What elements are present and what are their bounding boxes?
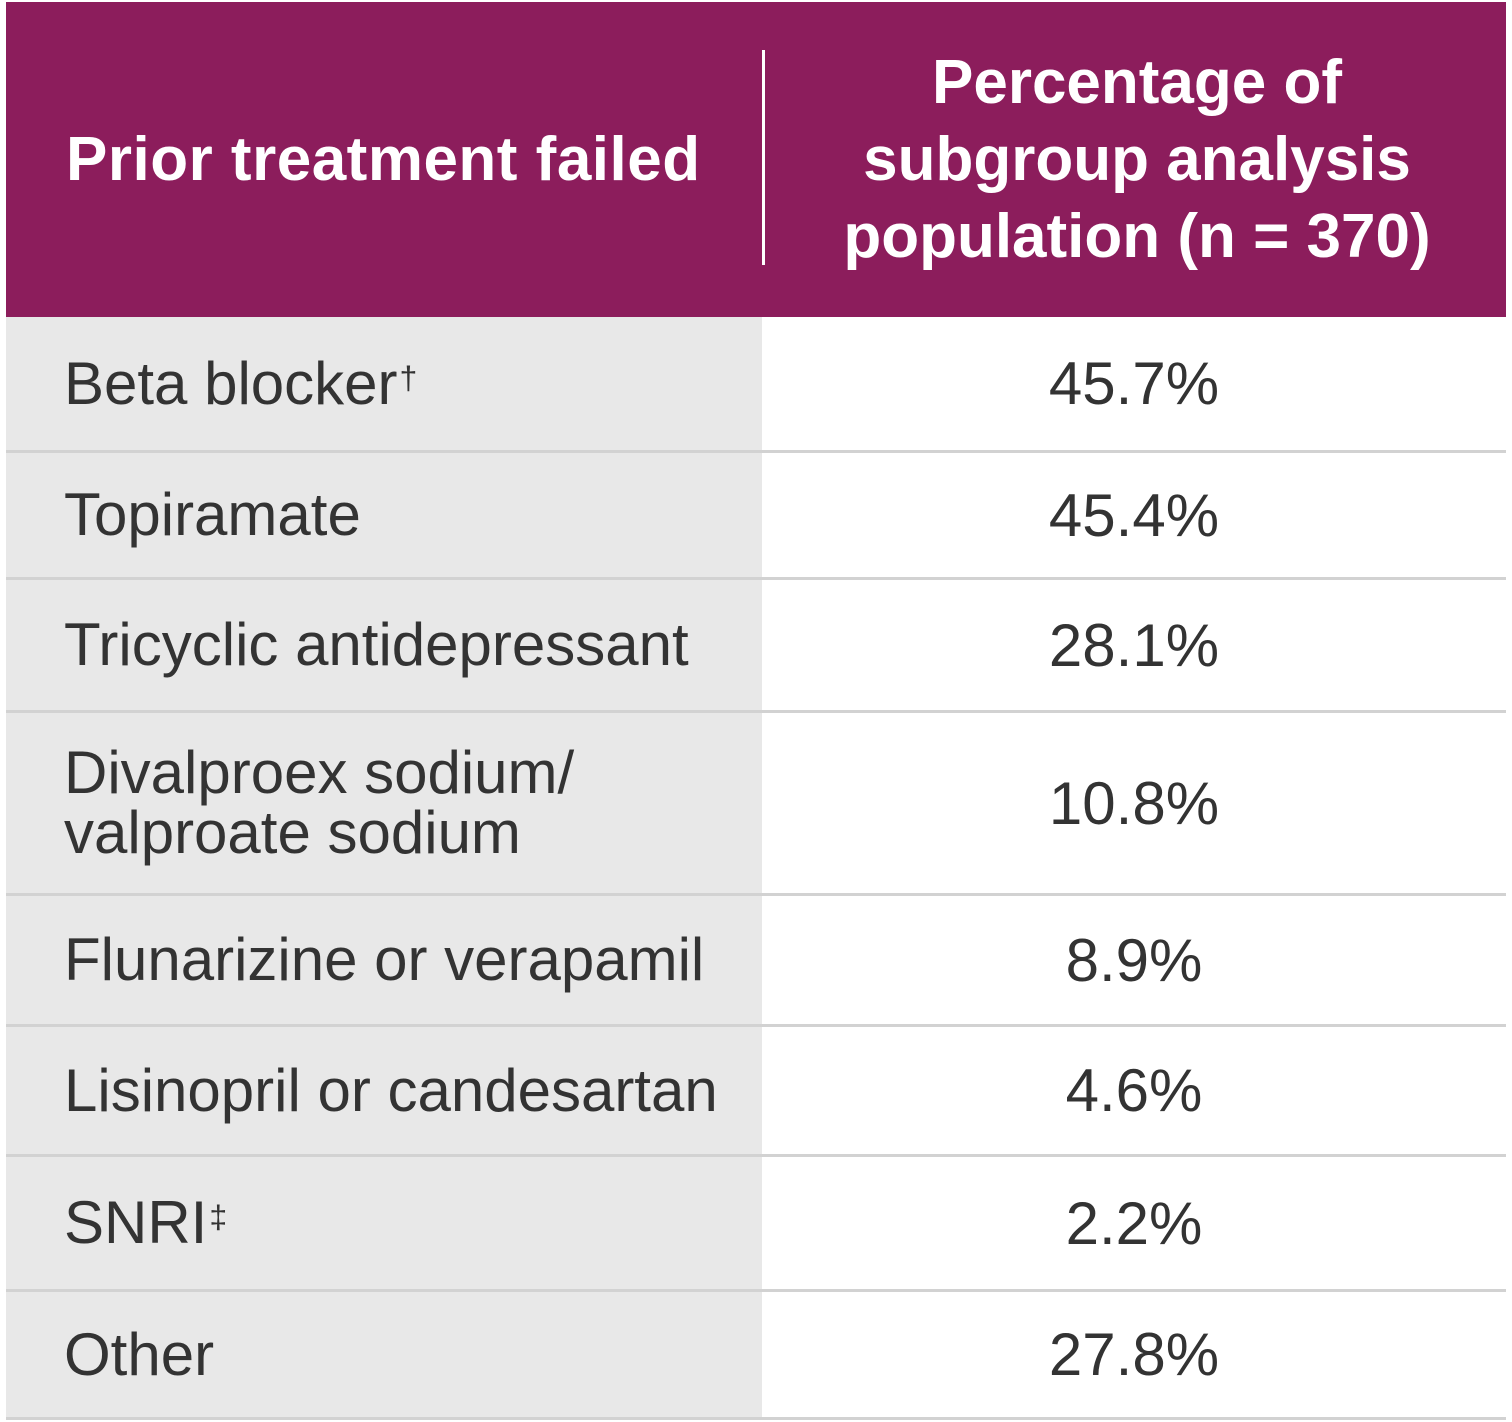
row-divider	[6, 1417, 1506, 1420]
table-row: Topiramate 45.4%	[6, 453, 1506, 577]
row-label-text: Topiramate	[64, 481, 361, 548]
row-label: Topiramate	[64, 453, 361, 577]
column-header-percentage: Percentage of subgroup analysis populati…	[768, 2, 1506, 317]
row-label-cell: Flunarizine or verapamil	[6, 896, 762, 1024]
row-label: Other	[64, 1292, 214, 1417]
row-label: Beta blocker †	[64, 317, 417, 450]
row-label-text: SNRI	[64, 1189, 208, 1256]
row-value: 8.9%	[762, 896, 1506, 1024]
table-row: Divalproex sodium/ valproate sodium 10.8…	[6, 713, 1506, 893]
column-header-percentage-line-3: population (n = 370)	[843, 202, 1431, 271]
table-row: Beta blocker † 45.7%	[6, 317, 1506, 450]
row-value: 10.8%	[762, 713, 1506, 893]
row-label-line-1: Divalproex sodium/	[64, 739, 575, 806]
row-value: 28.1%	[762, 580, 1506, 710]
row-label-text: Flunarizine or verapamil	[64, 926, 705, 993]
row-divider	[6, 1154, 1506, 1157]
row-label-cell: Divalproex sodium/ valproate sodium	[6, 713, 762, 893]
table-row: Other 27.8%	[6, 1292, 1506, 1417]
row-value: 27.8%	[762, 1292, 1506, 1417]
table-row: SNRI ‡ 2.2%	[6, 1157, 1506, 1289]
footnote-marker: †	[399, 359, 418, 396]
row-value: 45.7%	[762, 317, 1506, 450]
row-label-text: Other	[64, 1320, 215, 1388]
column-header-percentage-line-1: Percentage of	[931, 48, 1343, 117]
row-label: Lisinopril or candesartan	[64, 1027, 718, 1154]
row-label-text: Beta blocker	[64, 349, 398, 417]
row-label-line-2: valproate sodium	[64, 799, 521, 866]
row-label-text: Tricyclic antidepressant	[64, 611, 689, 678]
row-label: SNRI ‡	[64, 1157, 227, 1289]
row-label: Flunarizine or verapamil	[64, 896, 704, 1024]
row-divider	[6, 1289, 1506, 1292]
row-value: 4.6%	[762, 1027, 1506, 1154]
row-label-text: Lisinopril or candesartan	[64, 1056, 718, 1124]
footnote-marker: ‡	[209, 1199, 228, 1235]
prior-treatment-table: Prior treatment failed Percentage of sub…	[6, 2, 1506, 1420]
row-label-cell: Topiramate	[6, 453, 762, 577]
row-divider	[6, 1024, 1506, 1027]
row-label-cell: Other	[6, 1292, 762, 1417]
table-header: Prior treatment failed Percentage of sub…	[6, 2, 1506, 317]
row-value: 45.4%	[762, 453, 1506, 577]
row-label: Divalproex sodium/ valproate sodium	[64, 713, 574, 893]
row-label: Tricyclic antidepressant	[64, 580, 689, 710]
row-label-cell: Tricyclic antidepressant	[6, 580, 762, 710]
row-label-cell: Beta blocker †	[6, 317, 762, 450]
row-divider	[6, 577, 1506, 580]
row-divider	[6, 893, 1506, 896]
row-label-cell: SNRI ‡	[6, 1157, 762, 1289]
table-row: Flunarizine or verapamil 8.9%	[6, 896, 1506, 1024]
row-divider	[6, 710, 1506, 713]
column-header-percentage-line-2: subgroup analysis	[863, 125, 1411, 194]
row-value: 2.2%	[762, 1157, 1506, 1289]
row-label-cell: Lisinopril or candesartan	[6, 1027, 762, 1154]
table-row: Tricyclic antidepressant 28.1%	[6, 580, 1506, 710]
column-header-prior-treatment: Prior treatment failed	[66, 125, 701, 194]
row-divider	[6, 450, 1506, 453]
header-divider	[762, 50, 765, 265]
table-row: Lisinopril or candesartan 4.6%	[6, 1027, 1506, 1154]
